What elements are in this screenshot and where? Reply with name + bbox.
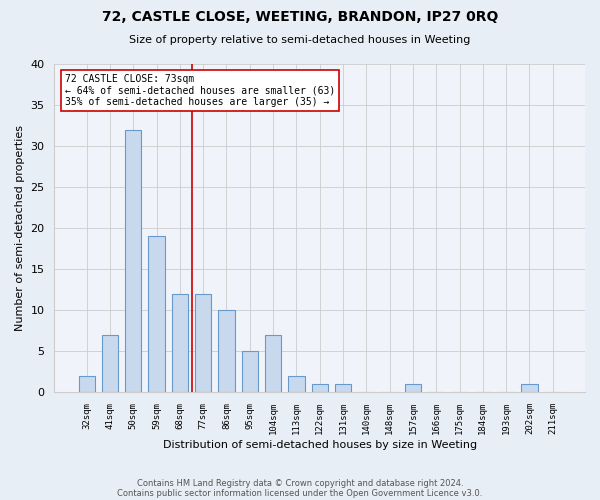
Bar (521, 384, 538, 392)
Bar (265, 335, 281, 392)
Y-axis label: Number of semi-detached properties: Number of semi-detached properties (15, 125, 25, 331)
Bar (195, 294, 211, 392)
Text: 72 CASTLE CLOSE: 73sqm
← 64% of semi-detached houses are smaller (63)
35% of sem: 72 CASTLE CLOSE: 73sqm ← 64% of semi-det… (65, 74, 335, 107)
Bar (288, 376, 305, 392)
X-axis label: Distribution of semi-detached houses by size in Weeting: Distribution of semi-detached houses by … (163, 440, 477, 450)
Text: Size of property relative to semi-detached houses in Weeting: Size of property relative to semi-detach… (130, 35, 470, 45)
Text: Contains public sector information licensed under the Open Government Licence v3: Contains public sector information licen… (118, 488, 482, 498)
Bar (79, 376, 95, 392)
Bar (218, 310, 235, 392)
Bar (242, 352, 258, 393)
Bar (102, 335, 118, 392)
Bar (311, 384, 328, 392)
Bar (335, 384, 351, 392)
Bar (405, 384, 421, 392)
Bar (148, 236, 165, 392)
Text: 72, CASTLE CLOSE, WEETING, BRANDON, IP27 0RQ: 72, CASTLE CLOSE, WEETING, BRANDON, IP27… (102, 10, 498, 24)
Bar (172, 294, 188, 392)
Text: Contains HM Land Registry data © Crown copyright and database right 2024.: Contains HM Land Registry data © Crown c… (137, 478, 463, 488)
Bar (125, 130, 142, 392)
